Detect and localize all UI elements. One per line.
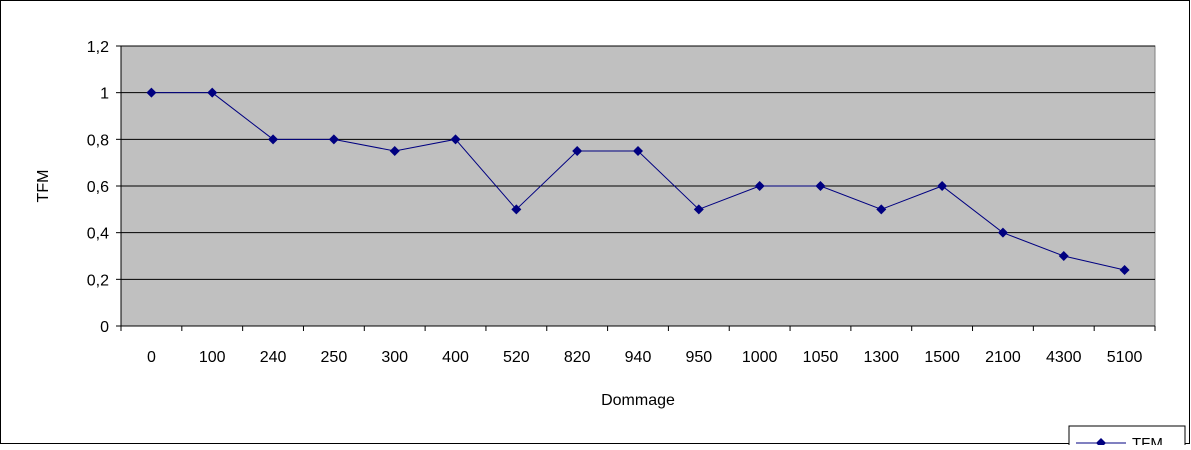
y-tick-label: 1,2 bbox=[87, 39, 109, 56]
y-tick-label: 0,4 bbox=[87, 226, 109, 243]
data-point bbox=[1058, 251, 1069, 261]
data-point bbox=[450, 134, 461, 145]
x-tick-label: 820 bbox=[564, 349, 591, 366]
data-point bbox=[1119, 265, 1130, 275]
data-point bbox=[268, 134, 279, 145]
x-tick-label: 400 bbox=[442, 349, 469, 366]
y-tick-label: 0 bbox=[100, 319, 109, 336]
x-tick-label: 300 bbox=[381, 349, 408, 366]
data-point bbox=[207, 87, 218, 98]
x-tick-label: 240 bbox=[260, 349, 287, 366]
data-point bbox=[511, 204, 522, 215]
y-tick-label: 0,6 bbox=[87, 179, 109, 196]
x-tick-label: 250 bbox=[321, 349, 348, 366]
x-tick-label: 4300 bbox=[1046, 349, 1082, 366]
x-tick-label: 940 bbox=[625, 349, 652, 366]
data-point bbox=[997, 227, 1008, 238]
x-tick-label: 520 bbox=[503, 349, 530, 366]
x-tick-label: 1050 bbox=[803, 349, 839, 366]
x-tick-label: 5100 bbox=[1107, 349, 1143, 366]
x-tick-label: 1000 bbox=[742, 349, 778, 366]
data-point bbox=[146, 87, 157, 98]
x-tick-label: 1500 bbox=[924, 349, 960, 366]
y-axis: 0 0,2 0,4 0,6 0,8 1 1,2 bbox=[87, 39, 122, 336]
y-tick-label: 0,8 bbox=[87, 132, 109, 149]
y-tick-label: 0,2 bbox=[87, 272, 109, 289]
legend: TFM bbox=[1068, 425, 1186, 450]
data-point bbox=[633, 146, 643, 156]
x-tick-label: 0 bbox=[147, 349, 156, 366]
x-axis: 0 100 240 250 300 400 520 820 940 950 1000 1050 1300… bbox=[120, 325, 1156, 366]
data-point bbox=[754, 181, 765, 191]
data-point bbox=[693, 204, 704, 215]
legend-label: TFM bbox=[1132, 435, 1163, 445]
series-group bbox=[146, 87, 1130, 275]
data-point bbox=[937, 181, 948, 191]
x-tick-label: 2100 bbox=[985, 349, 1021, 366]
x-axis-label: Dommage bbox=[601, 392, 675, 409]
data-point bbox=[328, 134, 339, 145]
x-tick-label: 1300 bbox=[863, 349, 899, 366]
data-point bbox=[876, 204, 887, 215]
legend-box bbox=[1068, 425, 1186, 450]
data-point bbox=[572, 146, 583, 156]
data-point bbox=[389, 146, 400, 156]
gridlines bbox=[121, 45, 1155, 280]
x-tick-label: 950 bbox=[685, 349, 712, 366]
y-tick-label: 1 bbox=[100, 86, 109, 103]
x-tick-label: 100 bbox=[199, 349, 226, 366]
y-axis-label: TFM bbox=[35, 170, 52, 203]
data-point bbox=[815, 181, 826, 191]
